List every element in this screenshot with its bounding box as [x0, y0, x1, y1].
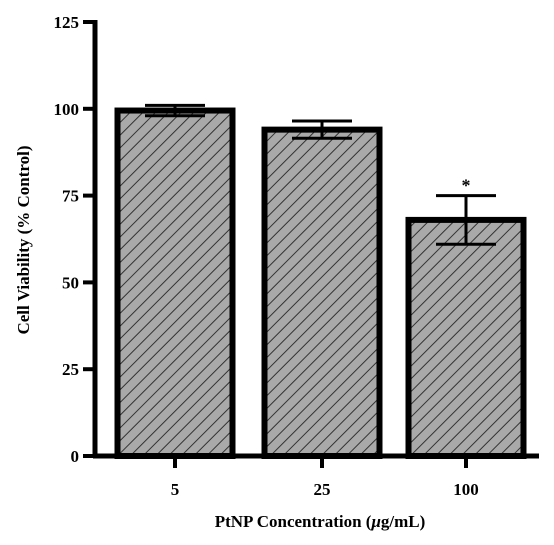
- x-tick-label: 5: [171, 480, 180, 499]
- bar-100: [405, 216, 527, 459]
- y-tick-label: 0: [71, 447, 80, 466]
- bar-5: [114, 107, 236, 459]
- y-axis-title: Cell Viability (% Control): [14, 145, 33, 334]
- y-tick-label: 75: [62, 187, 79, 206]
- bar-25: [261, 126, 383, 460]
- x-tick-label: 25: [314, 480, 331, 499]
- x-tick-label: 100: [453, 480, 479, 499]
- y-tick-label: 50: [62, 273, 79, 292]
- x-axis-title: PtNP Concentration (μg/mL): [215, 512, 426, 531]
- y-tick-label: 125: [54, 13, 80, 32]
- x-ticks: 5 25 100: [171, 456, 479, 499]
- y-ticks: 0 25 50 75 100 125: [54, 13, 95, 466]
- y-tick-label: 100: [54, 100, 80, 119]
- significance-marker: *: [462, 176, 471, 196]
- y-tick-label: 25: [62, 360, 79, 379]
- error-bars: *: [145, 103, 496, 246]
- bars: [114, 107, 527, 460]
